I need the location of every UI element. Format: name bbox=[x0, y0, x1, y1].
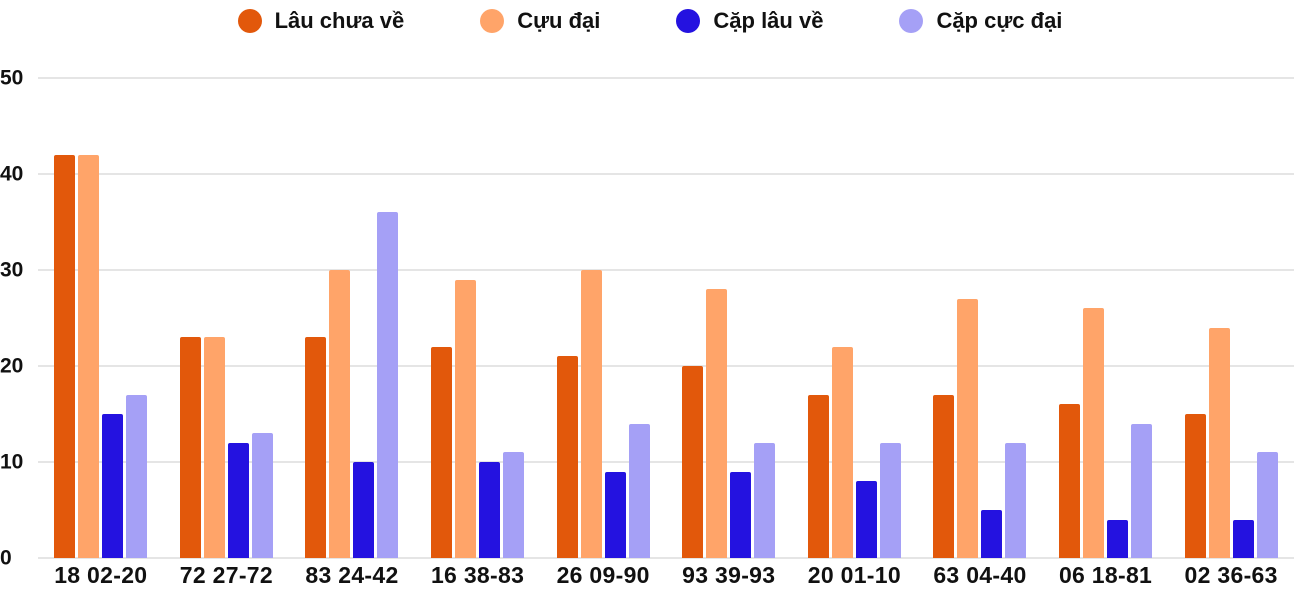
y-tick-label: 0 bbox=[0, 546, 12, 570]
x-axis-label: 26 09-90 bbox=[556, 562, 650, 588]
bar bbox=[981, 510, 1003, 558]
bar-group bbox=[1043, 78, 1169, 558]
bar bbox=[126, 394, 148, 558]
bar-groups bbox=[38, 78, 1294, 558]
gridline bbox=[38, 269, 1294, 271]
bar bbox=[1208, 327, 1230, 558]
bar bbox=[682, 366, 704, 558]
y-tick-label: 30 bbox=[0, 258, 24, 282]
x-axis-label: 83 24-42 bbox=[305, 562, 399, 588]
bar bbox=[1059, 404, 1081, 558]
y-axis-labels: 0 10 20 30 40 50 bbox=[0, 68, 34, 569]
gridline bbox=[38, 77, 1294, 79]
bar bbox=[754, 442, 776, 558]
bar bbox=[179, 337, 201, 558]
legend-label: Cặp cực đại bbox=[936, 8, 1063, 33]
gridline bbox=[38, 173, 1294, 175]
legend-item[interactable]: Cựu đại bbox=[480, 8, 600, 34]
plot-area bbox=[38, 77, 1294, 559]
bar bbox=[54, 154, 76, 558]
bar bbox=[855, 481, 877, 558]
bar bbox=[1131, 423, 1153, 558]
bar bbox=[377, 212, 399, 558]
bar bbox=[329, 270, 351, 558]
bar bbox=[251, 433, 273, 558]
bar bbox=[479, 462, 501, 558]
legend-swatch-icon bbox=[676, 9, 701, 33]
bar bbox=[933, 394, 955, 558]
bar-group bbox=[1168, 78, 1294, 558]
bar bbox=[1083, 308, 1105, 558]
bar bbox=[1256, 452, 1278, 558]
y-tick-label: 40 bbox=[0, 162, 24, 186]
chart: 0 10 20 30 40 50 bbox=[0, 68, 1300, 569]
x-axis-label: 18 02-20 bbox=[54, 562, 148, 588]
bar bbox=[957, 298, 979, 558]
bar bbox=[1232, 519, 1254, 558]
gridline bbox=[38, 461, 1294, 463]
x-axis-label: 72 27-72 bbox=[179, 562, 273, 588]
legend-item[interactable]: Lâu chưa về bbox=[237, 8, 405, 34]
x-axis-label: 20 01-10 bbox=[807, 562, 901, 588]
legend-item[interactable]: Cặp cực đại bbox=[899, 8, 1062, 34]
x-axis-label: 93 39-93 bbox=[682, 562, 776, 588]
legend-swatch-icon bbox=[237, 9, 262, 33]
legend-swatch-icon bbox=[899, 9, 924, 33]
y-tick-label: 10 bbox=[0, 450, 24, 474]
x-axis-label: 06 18-81 bbox=[1058, 562, 1153, 588]
gridline bbox=[38, 365, 1294, 367]
bar bbox=[730, 471, 752, 558]
bar bbox=[455, 279, 477, 558]
bar bbox=[503, 452, 525, 558]
bar-group bbox=[415, 78, 541, 558]
legend: Lâu chưa về Cựu đại Cặp lâu về Cặp cực đại bbox=[0, 8, 1300, 34]
bar bbox=[628, 423, 650, 558]
x-axis-labels: 18 02-20 72 27-72 83 24-42 16 38-83 26 09-90… bbox=[38, 562, 1294, 589]
bar bbox=[604, 471, 626, 558]
bar-group bbox=[164, 78, 290, 558]
bar bbox=[203, 337, 225, 558]
bar bbox=[831, 346, 853, 558]
bar bbox=[353, 462, 375, 558]
bar bbox=[431, 346, 453, 558]
bar bbox=[807, 394, 829, 558]
bar-group bbox=[917, 78, 1043, 558]
bar bbox=[556, 356, 578, 558]
legend-item[interactable]: Cặp lâu về bbox=[676, 8, 823, 34]
bar-group bbox=[540, 78, 666, 558]
y-tick-label: 50 bbox=[0, 66, 24, 90]
bar-group bbox=[38, 78, 164, 558]
bar bbox=[706, 289, 728, 558]
legend-label: Cặp lâu về bbox=[713, 8, 824, 33]
bar bbox=[879, 442, 901, 558]
x-axis-label: 63 04-40 bbox=[933, 562, 1027, 588]
bar-group bbox=[666, 78, 792, 558]
x-axis-label: 02 36-63 bbox=[1184, 562, 1278, 588]
bar bbox=[78, 154, 100, 558]
x-axis-label: 16 38-83 bbox=[430, 562, 525, 588]
bar bbox=[227, 442, 249, 558]
bar bbox=[1184, 414, 1206, 558]
bar bbox=[1005, 442, 1027, 558]
bar bbox=[102, 414, 124, 558]
bar-group bbox=[289, 78, 415, 558]
bar bbox=[580, 270, 602, 558]
y-tick-label: 20 bbox=[0, 354, 24, 378]
gridline bbox=[38, 557, 1294, 559]
legend-label: Lâu chưa về bbox=[274, 8, 405, 33]
legend-label: Cựu đại bbox=[517, 8, 601, 33]
bar-group bbox=[792, 78, 918, 558]
bar bbox=[1107, 519, 1129, 558]
bar bbox=[305, 337, 327, 558]
legend-swatch-icon bbox=[480, 9, 505, 33]
